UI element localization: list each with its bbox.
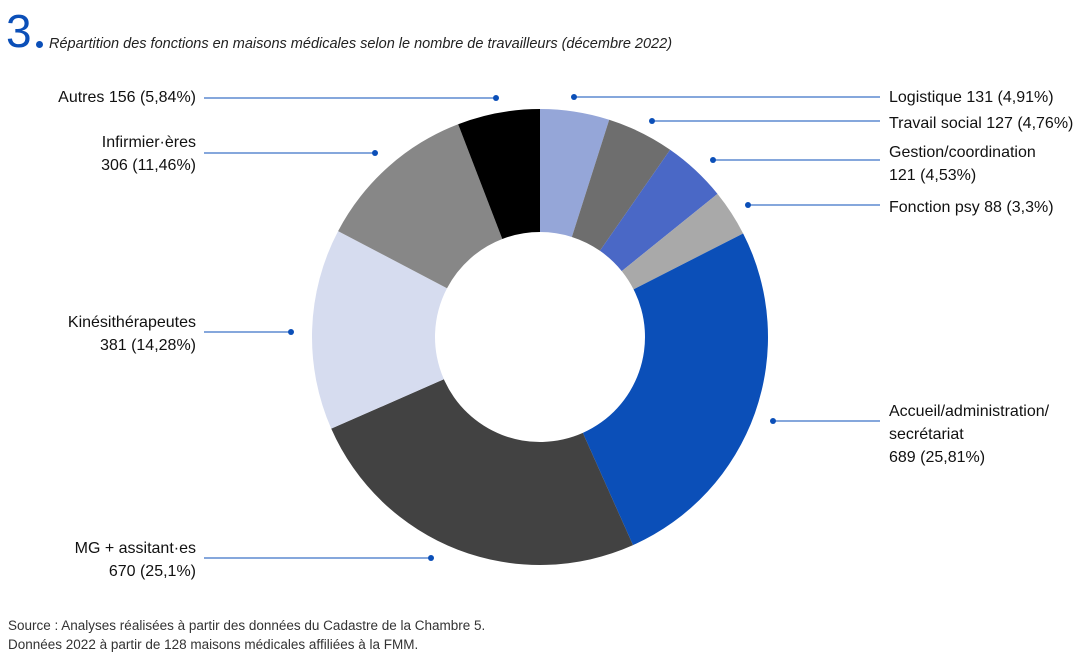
data-label: Kinésithérapeutes	[68, 314, 196, 331]
leader-dot	[372, 150, 378, 156]
slice-accueil-administration-secr-tariat	[582, 233, 769, 546]
callout-labels: Logistique 131 (4,91%) Travail social 127…	[58, 89, 1073, 580]
data-label: Travail social 127 (4,76%)	[889, 115, 1073, 132]
slice-gestion-coordination	[599, 149, 718, 272]
slice-kin-sith-rapeutes	[312, 231, 448, 429]
leader-dot	[649, 118, 655, 124]
data-label: 381 (14,28%)	[100, 337, 196, 354]
callout-5: MG + assitant·es 670 (25,1%)	[75, 540, 434, 580]
data-label: Accueil/administration/	[889, 403, 1050, 420]
data-label: Gestion/coordination	[889, 144, 1036, 161]
slice-mg-assitant-es	[331, 379, 634, 565]
data-label: secrétariat	[889, 426, 964, 443]
data-label: Fonction psy 88 (3,3%)	[889, 199, 1054, 216]
slice-autres	[458, 109, 540, 240]
slice-logistique	[540, 109, 610, 237]
callout-8: Autres 156 (5,84%)	[58, 89, 499, 106]
data-label: 689 (25,81%)	[889, 449, 985, 466]
chart-title: Répartition des fonctions en maisons méd…	[49, 36, 673, 52]
data-label: Infirmier·ères	[102, 134, 196, 151]
callout-3: Fonction psy 88 (3,3%)	[745, 199, 1054, 216]
figure-number-dot	[36, 41, 43, 48]
leader-dot	[571, 94, 577, 100]
leader-dot	[288, 329, 294, 335]
donut-slices	[312, 109, 769, 565]
leader-dot	[745, 202, 751, 208]
callout-1: Travail social 127 (4,76%)	[649, 115, 1073, 132]
leader-dot	[710, 157, 716, 163]
slice-fonction-psy	[621, 193, 744, 290]
callout-7: Infirmier·ères 306 (11,46%)	[101, 134, 378, 174]
leader-dot	[493, 95, 499, 101]
data-label: 670 (25,1%)	[109, 563, 196, 580]
slice-travail-social	[571, 119, 671, 251]
data-label: Autres 156 (5,84%)	[58, 89, 196, 106]
callout-6: Kinésithérapeutes 381 (14,28%)	[68, 314, 294, 354]
data-label: 121 (4,53%)	[889, 167, 976, 184]
data-label: MG + assitant·es	[75, 540, 196, 557]
callout-0: Logistique 131 (4,91%)	[571, 89, 1054, 106]
source-line-2: Données 2022 à partir de 128 maisons méd…	[8, 637, 419, 652]
callout-2: Gestion/coordination 121 (4,53%)	[710, 144, 1036, 184]
figure-number: 3	[6, 5, 32, 57]
data-label: 306 (11,46%)	[101, 157, 196, 174]
source-note: Source : Analyses réalisées à partir des…	[8, 616, 485, 654]
leader-dot	[428, 555, 434, 561]
slice-infirmier-res	[338, 124, 503, 289]
callout-4: Accueil/administration/secrétariat 689 (2…	[770, 403, 1050, 466]
leader-dot	[770, 418, 776, 424]
data-label: Logistique 131 (4,91%)	[889, 89, 1054, 106]
source-line-1: Source : Analyses réalisées à partir des…	[8, 618, 486, 633]
